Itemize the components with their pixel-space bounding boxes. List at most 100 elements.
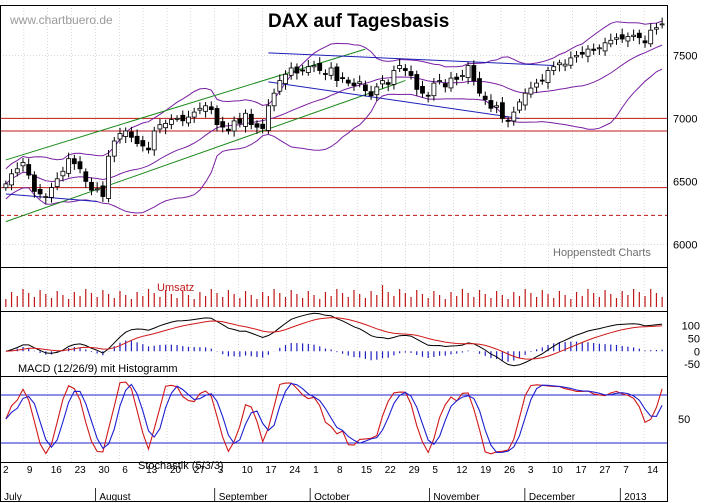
candle-body — [631, 34, 636, 37]
date-axis-frame — [0, 462, 668, 502]
candle-body — [477, 78, 482, 94]
candle-body — [374, 86, 380, 96]
day-tick-label: 20 — [170, 465, 182, 476]
day-tick-label: 3 — [528, 465, 534, 476]
candle-body — [380, 80, 385, 85]
day-tick-label: 12 — [456, 465, 468, 476]
x-axis-labels: 2 9 16 23 30 6 13 20 27 3 10 17 24 1 8 15 22 29 5 12 19 26 3 10… — [0, 465, 659, 503]
candle-body — [220, 121, 226, 128]
candle-body — [260, 123, 266, 129]
downtrend-line-top — [268, 52, 554, 66]
day-tick-label: 27 — [194, 465, 206, 476]
bollinger-lower — [5, 68, 663, 214]
candle-body — [83, 171, 89, 182]
day-tick-label: 10 — [242, 465, 254, 476]
candle-body — [322, 73, 328, 75]
trend-lines — [5, 48, 554, 223]
volume-bars — [5, 285, 663, 307]
candle-body — [134, 135, 140, 145]
month-tick-label: September — [219, 492, 269, 503]
candle-body — [488, 100, 494, 109]
candle-body — [317, 63, 323, 71]
month-tick-label: 2013 — [624, 492, 647, 503]
candle-body — [522, 92, 528, 106]
day-tick-label: 10 — [552, 465, 564, 476]
candle-body — [151, 130, 157, 151]
macd-tick-label: 0 — [694, 346, 700, 358]
candle-body — [305, 66, 311, 73]
day-tick-label: 19 — [480, 465, 492, 476]
candle-body — [168, 119, 174, 125]
day-tick-label: 29 — [409, 465, 421, 476]
candle-body — [203, 105, 209, 112]
candle-body — [619, 34, 625, 40]
candle-body — [328, 67, 334, 76]
day-tick-label: 30 — [98, 465, 110, 476]
day-tick-label: 9 — [27, 465, 33, 476]
candle-body — [448, 77, 454, 89]
day-tick-label: 8 — [337, 465, 343, 476]
candle-body — [49, 187, 54, 198]
candle-body — [420, 86, 425, 94]
stochastic-k-line — [5, 381, 663, 455]
downtrend-line-bottom — [268, 81, 520, 119]
month-tick-label: July — [4, 492, 22, 503]
day-tick-label: 7 — [623, 465, 629, 476]
candle-body — [106, 155, 111, 199]
candle-body — [283, 73, 288, 85]
candle-body — [214, 108, 220, 126]
candle-body — [591, 48, 597, 51]
bollinger-middle — [5, 44, 663, 185]
candle-body — [100, 185, 106, 197]
day-tick-label: 24 — [289, 465, 301, 476]
candle-body — [294, 66, 300, 74]
candle-body — [528, 87, 534, 95]
day-tick-label: 22 — [385, 465, 397, 476]
candle-body — [511, 111, 517, 122]
candle-body — [311, 65, 317, 68]
candle-body — [123, 130, 129, 137]
chart-title: DAX auf Tagesbasis — [268, 11, 449, 32]
candle-body — [180, 114, 186, 122]
candle-body — [471, 65, 477, 82]
candle-body — [608, 39, 614, 45]
candle-body — [54, 178, 60, 188]
macd-tick-label: -50 — [684, 359, 700, 371]
candle-body — [636, 32, 642, 39]
day-tick-label: 27 — [599, 465, 611, 476]
candle-body — [20, 162, 26, 167]
day-tick-label: 14 — [647, 465, 659, 476]
candle-body — [505, 120, 511, 122]
candle-body — [551, 66, 557, 71]
candle-body — [265, 105, 271, 131]
candle-body — [517, 101, 522, 111]
day-tick-label: 16 — [51, 465, 63, 476]
candle-body — [186, 116, 191, 124]
candle-body — [614, 37, 619, 40]
candle-body — [585, 48, 591, 57]
candle-body — [545, 70, 551, 84]
candle-body — [357, 81, 363, 85]
month-tick-label: August — [99, 492, 130, 503]
price-tick-label: 6500 — [673, 176, 697, 188]
day-tick-label: 13 — [146, 465, 158, 476]
candle-body — [140, 140, 146, 147]
candle-body — [334, 66, 340, 82]
volume-label: Umsatz — [157, 282, 194, 294]
watermark-text: www.chartbuero.de — [9, 13, 113, 27]
macd-label: MACD (12/26/9) mit Histogramm — [18, 363, 178, 375]
candlesticks — [3, 17, 665, 204]
stochastic-d-line — [5, 382, 663, 454]
candle-body — [71, 158, 77, 165]
day-tick-label: 3 — [218, 465, 224, 476]
candle-body — [414, 74, 420, 90]
month-tick-label: December — [529, 492, 576, 503]
candle-body — [597, 47, 602, 50]
candle-body — [568, 57, 574, 66]
candle-body — [174, 118, 180, 120]
candle-body — [499, 102, 505, 119]
candle-body — [408, 71, 414, 76]
candle-body — [300, 69, 306, 72]
